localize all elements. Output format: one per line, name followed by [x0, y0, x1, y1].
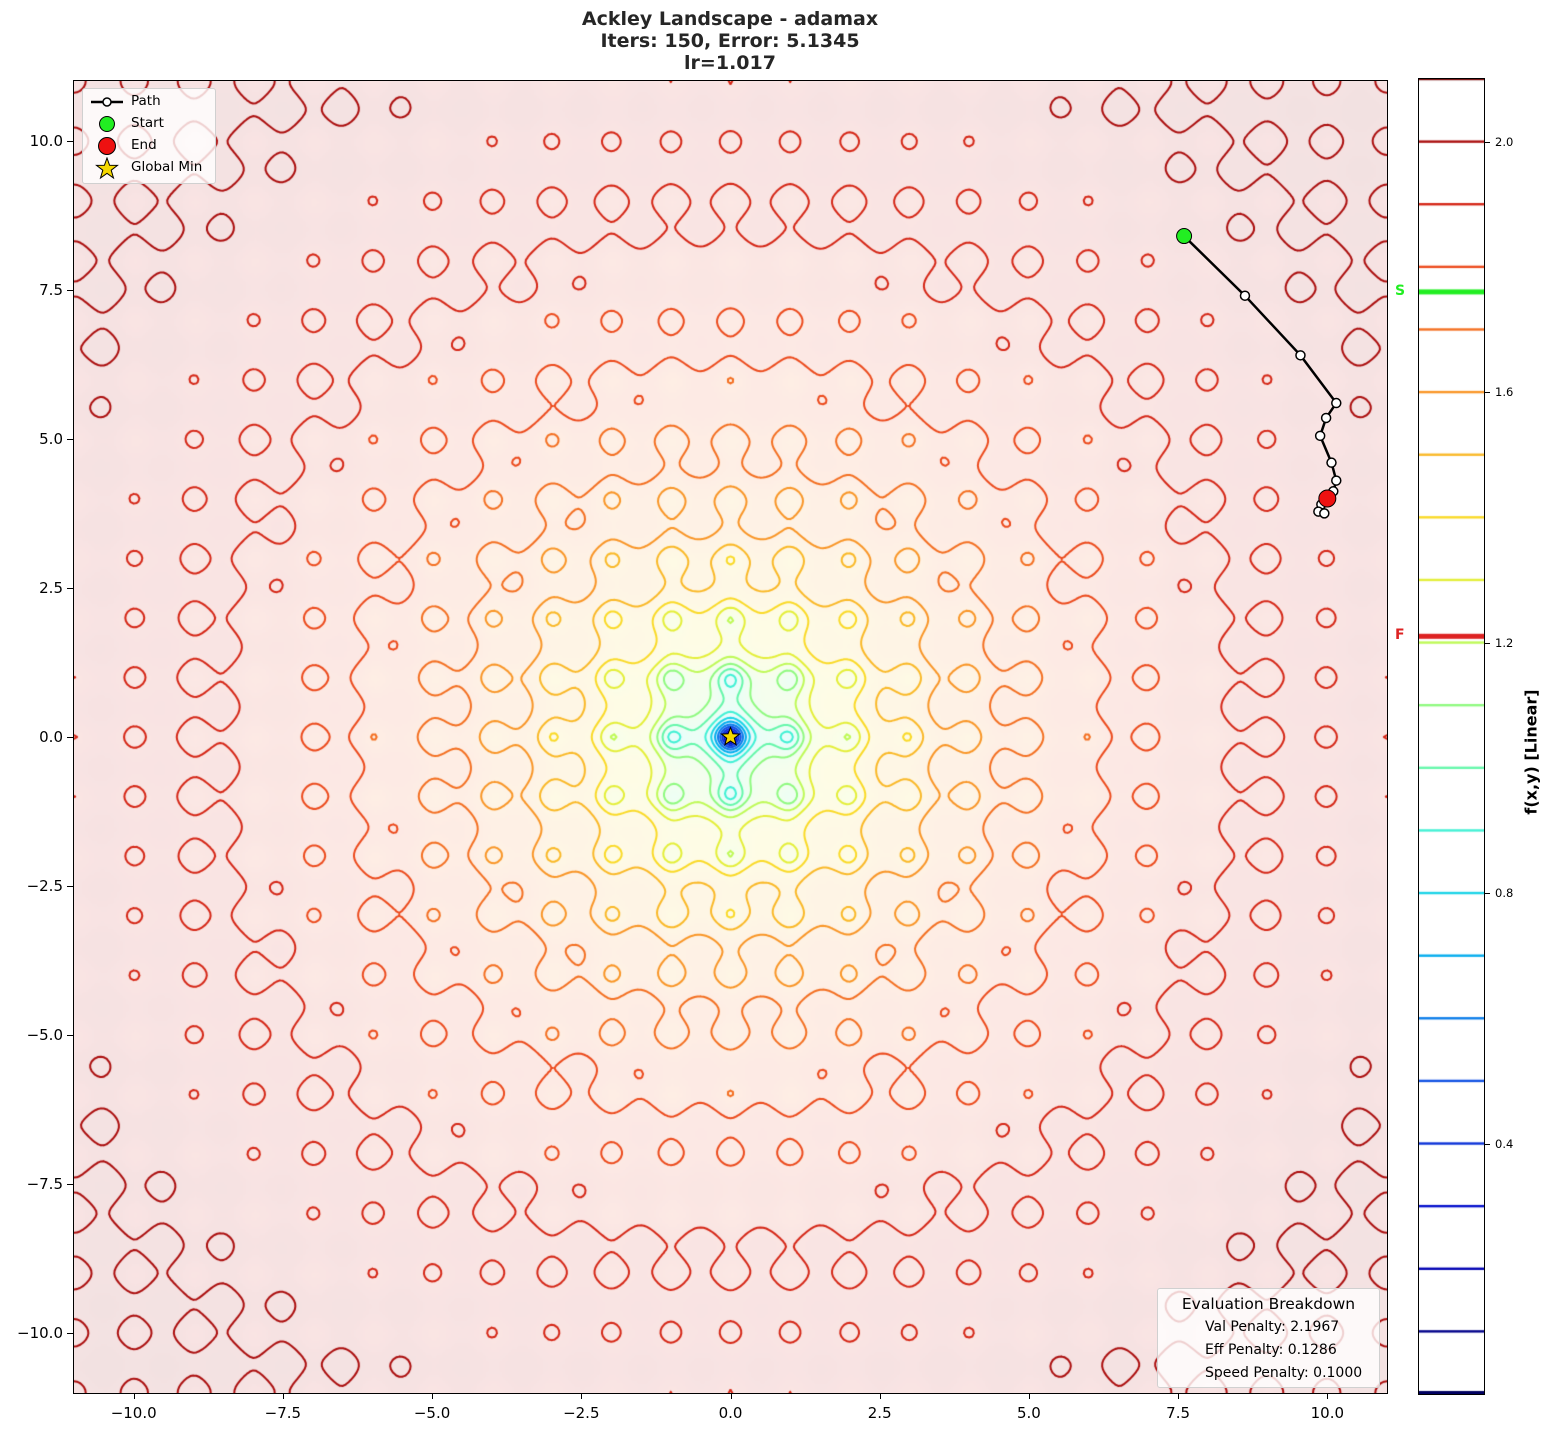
colorbar-tick — [1485, 642, 1490, 644]
end-marker-icon — [1318, 489, 1337, 508]
x-tick-label: 2.5 — [867, 1404, 892, 1422]
x-tick-label: −7.5 — [264, 1404, 302, 1422]
path-point-icon — [1239, 290, 1251, 301]
y-tick — [67, 1184, 73, 1186]
colorbar-tick-label: 0.4 — [1495, 1136, 1514, 1151]
colorbar-marker-s: S — [1395, 282, 1406, 299]
colorbar-tick-label: 1.6 — [1495, 385, 1514, 400]
green-circle-icon — [99, 116, 115, 132]
y-tick-label: −5.0 — [26, 1026, 63, 1045]
legend: Path Start End Global Min — [82, 88, 216, 184]
path-point-icon — [1326, 457, 1337, 468]
chart-title: Ackley Landscape - adamax Iters: 150, Er… — [380, 8, 1080, 74]
legend-item-global-min: Global Min — [83, 157, 215, 180]
x-tick — [1178, 1393, 1180, 1399]
legend-item-end: End — [83, 135, 215, 157]
y-tick — [67, 438, 73, 440]
y-tick-label: 0.0 — [39, 728, 63, 746]
x-tick-label: 0.0 — [718, 1404, 743, 1422]
x-tick — [282, 1393, 284, 1399]
y-tick — [67, 289, 73, 291]
y-tick-label: 10.0 — [29, 131, 63, 150]
path-point-icon — [1331, 397, 1342, 409]
title-line-1: Ackley Landscape - adamax — [581, 8, 879, 30]
red-circle-icon — [98, 137, 116, 155]
y-tick — [67, 140, 73, 142]
x-tick-label: 5.0 — [1016, 1404, 1041, 1422]
start-marker-icon — [1176, 228, 1193, 245]
x-tick — [1028, 1393, 1030, 1399]
x-tick — [730, 1393, 732, 1399]
colorbar-tick-label: 2.0 — [1495, 134, 1514, 149]
colorbar-tick — [1485, 1143, 1490, 1145]
evaluation-title: Evaluation Breakdown — [1181, 1295, 1356, 1313]
y-tick-label: −2.5 — [26, 877, 63, 896]
colorbar-tick-label: 1.2 — [1495, 635, 1514, 650]
colorbar-tick — [1485, 141, 1490, 143]
y-tick — [67, 886, 73, 888]
y-tick-label: 7.5 — [39, 280, 63, 299]
y-tick — [67, 1035, 73, 1037]
path-point-icon — [1314, 430, 1326, 442]
x-tick-label: −2.5 — [563, 1404, 600, 1422]
y-tick-label: 2.5 — [39, 578, 63, 597]
y-tick — [67, 737, 73, 738]
legend-item-path: Path — [83, 91, 215, 113]
title-line-2: Iters: 150, Error: 5.1345 — [600, 30, 860, 52]
colorbar-label: f(x,y) [Linear] — [1521, 689, 1541, 815]
evaluation-breakdown-box: Evaluation Breakdown Val Penalty: 2.1967… — [1157, 1288, 1380, 1388]
legend-item-start: Start — [83, 113, 215, 135]
colorbar-marker-f: F — [1395, 627, 1405, 644]
val-penalty: Val Penalty: 2.1967 — [1205, 1319, 1340, 1335]
path-point-icon — [1319, 508, 1330, 519]
path-point-icon — [1320, 412, 1332, 424]
title-line-3: lr=1.017 — [684, 52, 776, 74]
y-tick-label: −10.0 — [17, 1324, 63, 1343]
optimizer-path-line — [1183, 235, 1338, 515]
x-tick-label: −5.0 — [413, 1404, 451, 1422]
speed-penalty: Speed Penalty: 0.1000 — [1205, 1365, 1363, 1381]
y-tick-label: −7.5 — [26, 1175, 63, 1194]
colorbar-tick-label: 0.8 — [1495, 886, 1514, 901]
y-tick — [67, 1333, 73, 1335]
x-tick — [879, 1393, 881, 1399]
x-tick — [133, 1393, 135, 1399]
y-tick-label: 5.0 — [39, 429, 63, 448]
x-tick-label: −10.0 — [110, 1404, 157, 1422]
eff-penalty: Eff Penalty: 0.1286 — [1205, 1342, 1337, 1358]
x-tick-label: 7.5 — [1166, 1404, 1191, 1422]
colorbar-tick — [1485, 893, 1490, 895]
x-tick — [581, 1393, 583, 1399]
global-min-star-icon — [720, 726, 741, 746]
y-tick — [67, 587, 73, 589]
path-line-icon — [91, 97, 123, 107]
x-tick — [1327, 1393, 1329, 1399]
colorbar — [1419, 79, 1484, 1394]
path-point-icon — [1295, 350, 1306, 361]
path-point-icon — [1331, 475, 1342, 486]
x-tick — [432, 1393, 434, 1399]
star-icon — [95, 157, 119, 180]
x-tick-label: 10.0 — [1310, 1404, 1345, 1422]
colorbar-tick — [1485, 392, 1490, 394]
